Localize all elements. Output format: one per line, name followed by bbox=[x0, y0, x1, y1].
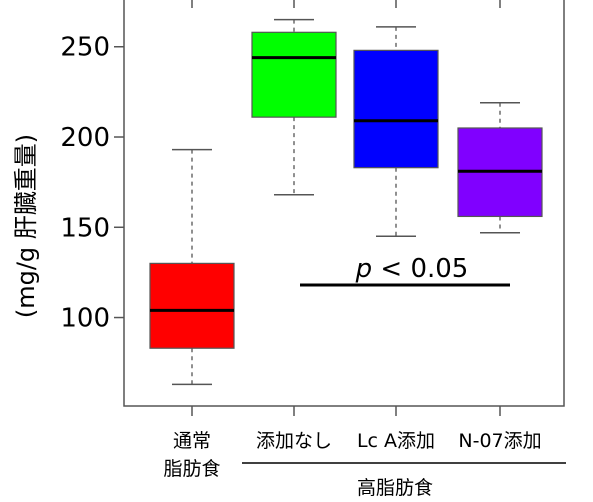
group-label: 高脂肪食 bbox=[357, 477, 433, 499]
plot-frame bbox=[123, 0, 565, 407]
x-tick-label: 通常 bbox=[173, 430, 211, 452]
p-threshold: < 0.05 bbox=[372, 254, 468, 284]
significance-label: p < 0.05 bbox=[355, 254, 469, 284]
y-tick-label: 150 bbox=[60, 213, 110, 243]
y-tick-label: 100 bbox=[60, 304, 110, 334]
x-tick-label: Lc A添加 bbox=[357, 430, 435, 452]
y-axis: 100 150 200 250 bbox=[60, 33, 124, 334]
y-tick-label: 200 bbox=[60, 123, 110, 153]
x-tick-label: N-07添加 bbox=[458, 430, 541, 452]
box-iqr bbox=[251, 31, 337, 118]
box-iqr bbox=[149, 262, 235, 349]
p-symbol: p bbox=[355, 254, 373, 284]
significance-annotation: p < 0.05 bbox=[300, 254, 510, 287]
y-axis-label: (mg/g 肝臓重量) bbox=[12, 134, 40, 318]
x-tick-label: 脂肪食 bbox=[163, 458, 220, 480]
box-iqr bbox=[353, 49, 439, 169]
y-tick-label: 250 bbox=[60, 33, 110, 63]
x-tick-label: 添加なし bbox=[256, 430, 332, 452]
boxes bbox=[149, 18, 543, 386]
